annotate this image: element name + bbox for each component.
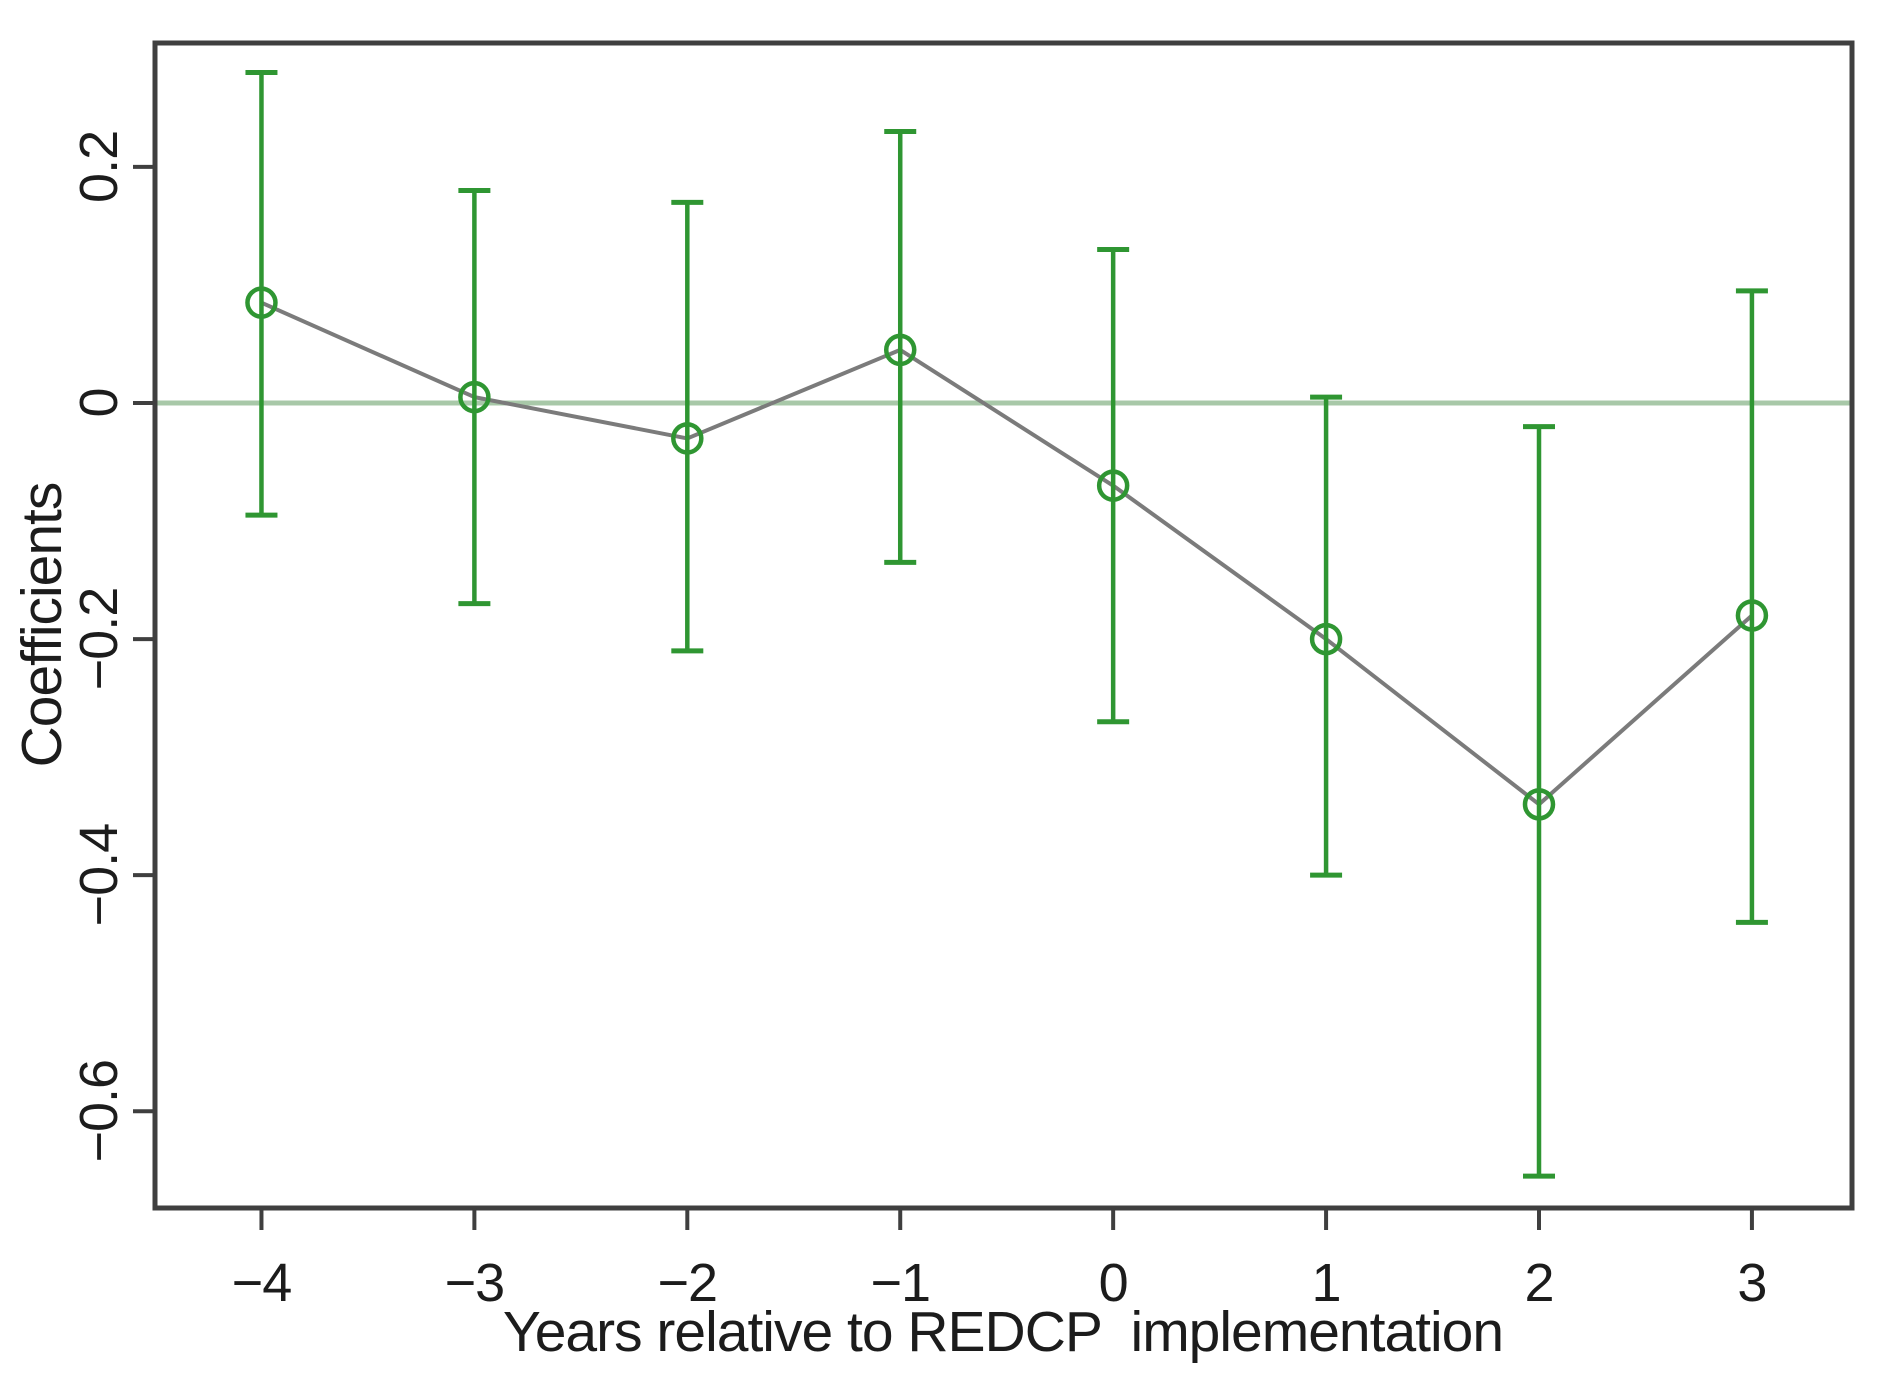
plot-content: −4 −3 −2 −1 0 1 2 3 0.2 0 −0.2 −0.4 −0.6 <box>69 40 1855 1313</box>
x-tick-label-3: −1 <box>870 1253 930 1313</box>
marker-7 <box>1735 599 1769 632</box>
y-tick-label-4: −0.6 <box>69 1060 129 1163</box>
plot-border <box>152 40 1855 1211</box>
y-tick-label-3: −0.4 <box>69 824 129 927</box>
marker-3 <box>883 333 917 367</box>
marker-6 <box>1522 788 1556 821</box>
x-tick-label-4: 0 <box>1099 1253 1128 1313</box>
y-tick-label-1: 0 <box>69 388 129 417</box>
x-tick-label-0: −4 <box>232 1253 292 1313</box>
x-tick-label-6: 2 <box>1524 1253 1553 1313</box>
y-axis-label: Coefficients <box>10 483 74 768</box>
marker-0 <box>245 286 278 319</box>
coefficient-line <box>260 300 1754 807</box>
x-axis-label: Years relative to REDCP implementation <box>503 1300 1503 1364</box>
marker-4 <box>1096 469 1130 502</box>
x-tick-label-5: 1 <box>1312 1253 1341 1313</box>
marker-1 <box>458 380 491 414</box>
x-tick-label-2: −2 <box>658 1253 718 1313</box>
marker-2 <box>671 422 704 455</box>
x-tick-label-7: 3 <box>1737 1253 1766 1313</box>
marker-5 <box>1309 622 1343 656</box>
x-tick-label-1: −3 <box>445 1253 505 1313</box>
y-tick-label-2: −0.2 <box>69 588 129 691</box>
y-tick-label-0: 0.2 <box>69 131 129 203</box>
